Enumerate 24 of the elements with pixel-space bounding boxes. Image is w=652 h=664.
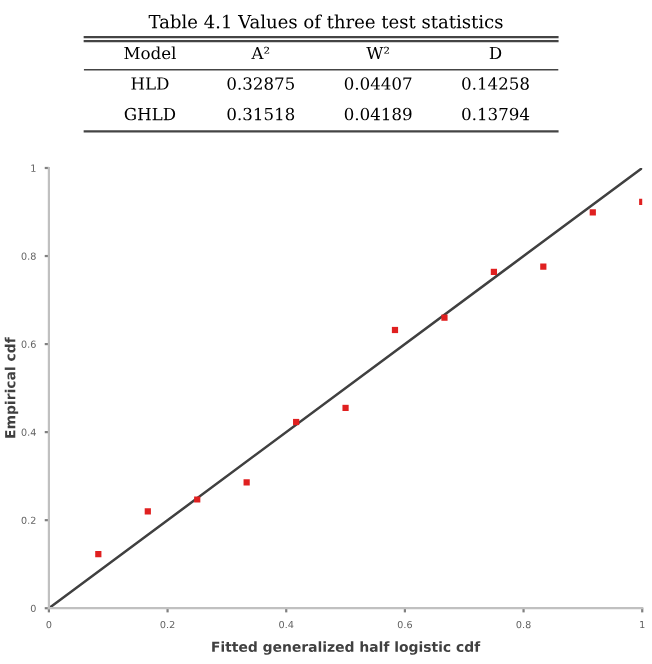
point [490,268,497,275]
point [243,479,250,486]
text: D [489,46,502,60]
point [342,404,349,412]
chart-title: Table 4.1 Values of three test statistics [148,14,503,29]
point [589,209,596,216]
point [194,496,201,503]
text: Model [124,46,176,60]
text: 0.31518 [227,107,295,121]
text: 0.04189 [344,107,412,121]
point [144,508,151,515]
point [95,550,102,558]
point [441,314,448,321]
text: W² [366,46,390,60]
text: 0.32875 [227,77,294,90]
text: HLD [131,77,169,90]
text: 0.13794 [462,107,530,121]
point [540,263,547,270]
text: GHLD [124,107,176,121]
point [293,418,300,426]
text: 0.04407 [344,77,412,90]
point [391,326,399,334]
text: 0.14258 [462,77,529,90]
text: A² [251,46,270,60]
